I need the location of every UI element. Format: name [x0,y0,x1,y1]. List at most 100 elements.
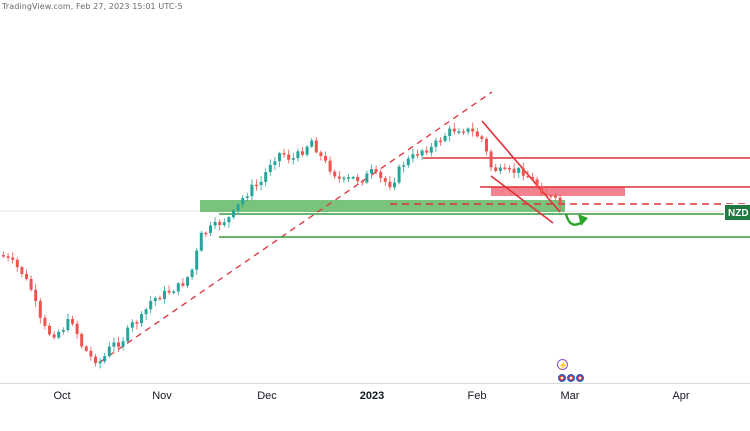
candle-body [38,301,42,318]
candle-body [347,177,350,179]
candle-body [52,334,56,338]
candle-body [11,257,15,260]
falling-channel-lower[interactable] [490,175,554,224]
candle-body [268,164,272,173]
candle-body [126,327,130,342]
candle-body [365,173,369,183]
candle-body [521,167,525,176]
candle-body [209,225,212,233]
candle-body [383,178,387,182]
time-axis[interactable] [0,383,750,431]
falling-channel-upper[interactable] [481,120,561,213]
candle-body [66,318,70,331]
candle-body [356,176,360,182]
candle-body [204,232,208,235]
candle-body [6,256,10,258]
candle-body [544,193,548,196]
candle-body [213,221,217,226]
candle-body [411,154,415,159]
candle-body [181,283,185,286]
candle-body [360,181,364,183]
candle-body [25,273,28,279]
candle-body [310,140,314,147]
x-label-2023: 2023 [359,390,385,402]
candle-body [232,210,235,218]
candle-body [186,277,189,286]
candle-body [397,166,401,183]
candle-body [140,314,143,324]
candle-body [494,167,498,171]
candle-body [153,297,157,302]
candle-body [535,179,539,187]
candle-body [172,291,176,294]
candle-body [250,184,254,197]
candle-body [259,181,263,185]
candle-body [273,161,277,165]
candle-body [301,151,304,155]
candle-body [94,356,97,364]
candle-body [199,232,203,251]
candle-body [227,217,231,223]
candlestick-series [2,122,562,369]
candle-body [2,255,5,257]
x-label-apr: Apr [672,390,690,402]
candle-body [558,197,562,206]
candle-body [471,128,475,132]
candle-body [29,278,33,290]
candle-body [540,186,544,194]
candle-body [80,333,84,347]
candle-body [15,259,19,268]
support-zone[interactable] [200,200,565,212]
candle-body [462,131,465,133]
candle-body [324,156,327,161]
price-chart[interactable] [0,0,750,383]
candle-body [278,153,281,162]
candle-body [75,323,79,334]
price-badge[interactable]: NZD [724,204,750,221]
candle-body [466,128,470,132]
candle-body [71,318,74,324]
candle-body [388,181,392,188]
candle-body [121,341,125,347]
candle-body [236,204,240,211]
flag-icon[interactable] [575,373,585,383]
resistance-zone[interactable] [491,187,625,196]
rising-trendline[interactable] [99,91,493,363]
candle-body [218,221,222,225]
lightning-icon[interactable]: ⚡ [557,359,568,370]
candle-body [439,140,442,143]
candle-body [167,290,171,293]
candle-body [130,322,134,328]
candle-body [319,152,323,157]
candle-body [135,322,139,324]
candle-body [406,158,410,166]
candle-body [84,346,88,351]
candle-body [508,168,511,170]
candle-body [222,222,226,225]
candle-body [517,167,521,173]
candle-body [420,150,424,156]
candle-body [98,361,102,364]
candle-body [107,346,111,357]
candle-body [416,154,419,156]
candle-body [264,172,268,182]
candle-body [296,151,300,159]
candle-body [287,154,291,160]
candle-body [103,356,107,362]
candle-body [255,184,258,187]
candle-body [176,283,180,292]
x-label-dec: Dec [257,390,277,402]
candle-body [117,342,120,347]
candle-body [241,198,245,205]
candle-body [526,175,530,178]
candle-body [333,171,337,177]
candle-body [434,140,438,147]
candle-body [370,169,373,174]
candle-body [480,136,484,139]
candle-body [245,196,249,199]
candle-body [282,153,286,155]
candle-body [429,146,433,153]
candle-body [425,150,429,153]
candle-body [163,290,166,299]
candle-body [379,171,383,179]
